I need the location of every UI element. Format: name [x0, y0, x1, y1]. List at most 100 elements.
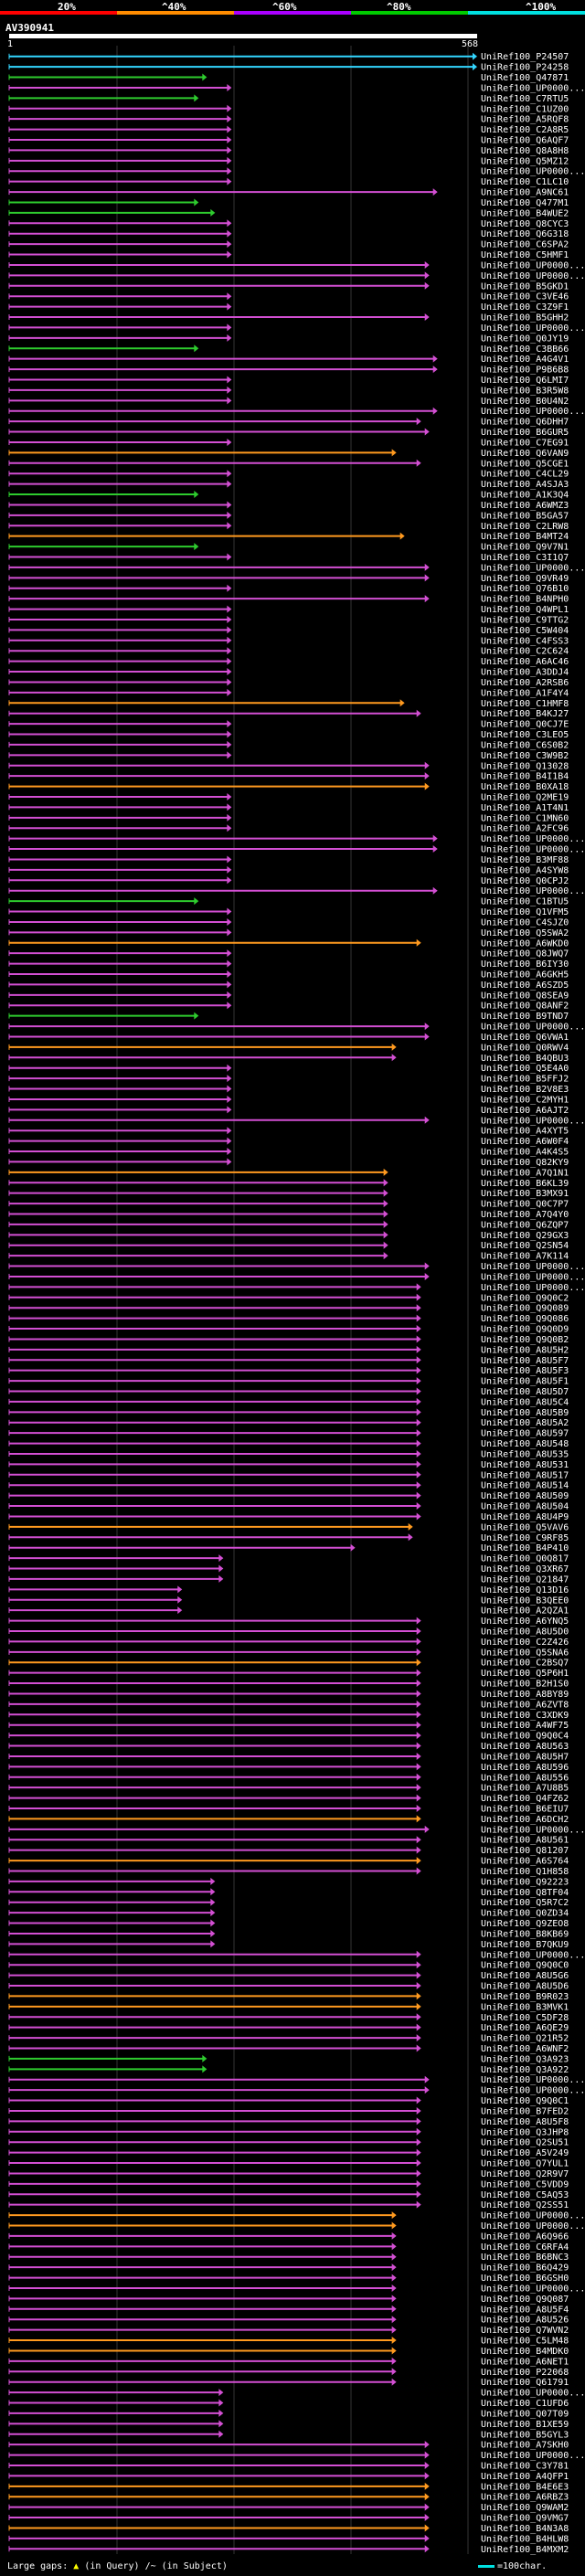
hit-label[interactable]: UniRef100_C3VE46 [481, 292, 569, 302]
hit-label[interactable]: UniRef100_A8U531 [481, 1460, 569, 1470]
hit-label[interactable]: UniRef100_A6SZD5 [481, 981, 569, 991]
hit-label[interactable]: UniRef100_C4FSS3 [481, 636, 569, 646]
hit-label[interactable]: UniRef100_Q0Q817 [481, 1554, 569, 1564]
hit-label[interactable]: UniRef100_UP0000... [481, 2451, 585, 2461]
hit-label[interactable]: UniRef100_B4P410 [481, 1543, 569, 1553]
hit-label[interactable]: UniRef100_B2H1S0 [481, 1680, 569, 1690]
hit-label[interactable]: UniRef100_UP0000... [481, 271, 585, 281]
hit-label[interactable]: UniRef100_UP0000... [481, 1116, 585, 1126]
hit-label[interactable]: UniRef100_A7Q1N1 [481, 1168, 569, 1178]
hit-label[interactable]: UniRef100_Q6AQF7 [481, 136, 569, 146]
hit-label[interactable]: UniRef100_C1LC10 [481, 177, 569, 187]
hit-label[interactable]: UniRef100_C1MN60 [481, 813, 569, 823]
hit-label[interactable]: UniRef100_UP0000... [481, 167, 585, 177]
hit-label[interactable]: UniRef100_B4NPH0 [481, 595, 569, 605]
hit-label[interactable]: UniRef100_Q1H858 [481, 1867, 569, 1877]
hit-label[interactable]: UniRef100_B7FED2 [481, 2106, 569, 2116]
hit-label[interactable]: UniRef100_Q2SN54 [481, 1241, 569, 1251]
hit-label[interactable]: UniRef100_Q5MZ12 [481, 156, 569, 166]
hit-label[interactable]: UniRef100_C3LEO5 [481, 730, 569, 740]
hit-label[interactable]: UniRef100_A9NC61 [481, 188, 569, 198]
hit-label[interactable]: UniRef100_B5GKD1 [481, 281, 569, 292]
hit-label[interactable]: UniRef100_Q5E4A0 [481, 1064, 569, 1074]
hit-label[interactable]: UniRef100_Q9Q0C0 [481, 1961, 569, 1971]
hit-label[interactable]: UniRef100_UP0000... [481, 1272, 585, 1282]
hit-label[interactable]: UniRef100_C7RTU5 [481, 94, 569, 104]
hit-label[interactable]: UniRef100_Q3XR67 [481, 1564, 569, 1574]
hit-label[interactable]: UniRef100_Q13D16 [481, 1585, 569, 1595]
hit-label[interactable]: UniRef100_Q8SEA9 [481, 991, 569, 1001]
hit-label[interactable]: UniRef100_C9TTG2 [481, 615, 569, 625]
hit-label[interactable]: UniRef100_A5RQF8 [481, 115, 569, 125]
hit-label[interactable]: UniRef100_A8U5F3 [481, 1366, 569, 1376]
hit-label[interactable]: UniRef100_B5FFJ2 [481, 1075, 569, 1085]
hit-label[interactable]: UniRef100_A8U5G6 [481, 1971, 569, 1981]
hit-label[interactable]: UniRef100_A8U5F7 [481, 1356, 569, 1366]
hit-label[interactable]: UniRef100_B6Q429 [481, 2263, 569, 2274]
hit-label[interactable]: UniRef100_Q21847 [481, 1574, 569, 1585]
hit-label[interactable]: UniRef100_Q0JY19 [481, 334, 569, 344]
hit-label[interactable]: UniRef100_B3MX91 [481, 1189, 569, 1199]
hit-label[interactable]: UniRef100_B4WUE2 [481, 208, 569, 218]
hit-label[interactable]: UniRef100_C2C624 [481, 647, 569, 657]
hit-label[interactable]: UniRef100_C1UZ00 [481, 104, 569, 114]
hit-label[interactable]: UniRef100_UP0000... [481, 886, 585, 896]
hit-label[interactable]: UniRef100_B3R5W8 [481, 386, 569, 396]
hit-label[interactable]: UniRef100_B5GHH2 [481, 313, 569, 323]
hit-label[interactable]: UniRef100_A2RSB6 [481, 678, 569, 688]
hit-label[interactable]: UniRef100_C2BSQ7 [481, 1659, 569, 1669]
hit-label[interactable]: UniRef100_UP0000... [481, 2211, 585, 2221]
hit-label[interactable]: UniRef100_UP0000... [481, 1825, 585, 1835]
hit-label[interactable]: UniRef100_Q5P6H1 [481, 1669, 569, 1679]
hit-label[interactable]: UniRef100_B0U4N2 [481, 397, 569, 407]
hit-label[interactable]: UniRef100_B4N3A8 [481, 2524, 569, 2534]
hit-label[interactable]: UniRef100_Q5R7C2 [481, 1898, 569, 1908]
hit-label[interactable]: UniRef100_Q5CGE1 [481, 459, 569, 469]
hit-label[interactable]: UniRef100_A8U596 [481, 1763, 569, 1773]
hit-label[interactable]: UniRef100_Q4FZ62 [481, 1794, 569, 1804]
hit-label[interactable]: UniRef100_Q9Q087 [481, 2295, 569, 2305]
hit-label[interactable]: UniRef100_A8U5D6 [481, 1982, 569, 1992]
hit-label[interactable]: UniRef100_Q9Q0D9 [481, 1325, 569, 1335]
hit-label[interactable]: UniRef100_A8U556 [481, 1773, 569, 1783]
hit-label[interactable]: UniRef100_UP0000... [481, 260, 585, 270]
hit-label[interactable]: UniRef100_P22068 [481, 2368, 569, 2378]
hit-label[interactable]: UniRef100_B6KL39 [481, 1179, 569, 1189]
hit-label[interactable]: UniRef100_A8U5F8 [481, 2117, 569, 2127]
hit-label[interactable]: UniRef100_C1UFD6 [481, 2399, 569, 2409]
hit-label[interactable]: UniRef100_P9B6B8 [481, 366, 569, 376]
hit-label[interactable]: UniRef100_C3BB66 [481, 345, 569, 355]
hit-label[interactable]: UniRef100_Q9VMG7 [481, 2514, 569, 2524]
hit-label[interactable]: UniRef100_Q4WPL1 [481, 605, 569, 615]
hit-label[interactable]: UniRef100_B4MDK0 [481, 2347, 569, 2357]
hit-label[interactable]: UniRef100_Q92223 [481, 1877, 569, 1887]
hit-label[interactable]: UniRef100_A6S764 [481, 1857, 569, 1867]
hit-label[interactable]: UniRef100_B0XA18 [481, 782, 569, 792]
hit-label[interactable]: UniRef100_A6WKD0 [481, 938, 569, 949]
hit-label[interactable]: UniRef100_UP0000... [481, 1283, 585, 1293]
hit-label[interactable]: UniRef100_B4MXM2 [481, 2545, 569, 2555]
hit-label[interactable]: UniRef100_A1F4Y4 [481, 688, 569, 698]
hit-label[interactable]: UniRef100_Q8JWQ7 [481, 949, 569, 959]
hit-label[interactable]: UniRef100_A6W0F4 [481, 1137, 569, 1147]
hit-label[interactable]: UniRef100_UP0000... [481, 323, 585, 334]
hit-label[interactable]: UniRef100_Q07T09 [481, 2409, 569, 2419]
hit-label[interactable]: UniRef100_A1K3Q4 [481, 491, 569, 501]
hit-label[interactable]: UniRef100_Q82KY9 [481, 1158, 569, 1168]
hit-label[interactable]: UniRef100_A6RBZ3 [481, 2493, 569, 2503]
hit-label[interactable]: UniRef100_Q2R9V7 [481, 2169, 569, 2179]
hit-label[interactable]: UniRef100_B4KJ27 [481, 709, 569, 719]
hit-label[interactable]: UniRef100_A4K4S5 [481, 1148, 569, 1158]
hit-label[interactable]: UniRef100_A6YNQ5 [481, 1617, 569, 1627]
hit-label[interactable]: UniRef100_A8U563 [481, 1742, 569, 1752]
hit-label[interactable]: UniRef100_A4XYT5 [481, 1127, 569, 1137]
hit-label[interactable]: UniRef100_B3QEE0 [481, 1595, 569, 1606]
hit-label[interactable]: UniRef100_A8BY89 [481, 1690, 569, 1700]
hit-label[interactable]: UniRef100_Q9Q089 [481, 1304, 569, 1314]
hit-label[interactable]: UniRef100_A2FC96 [481, 824, 569, 834]
hit-label[interactable]: UniRef100_UP0000... [481, 2221, 585, 2231]
hit-label[interactable]: UniRef100_A4SJA3 [481, 480, 569, 490]
hit-label[interactable]: UniRef100_Q5SWA2 [481, 928, 569, 938]
hit-label[interactable]: UniRef100_A8U5D0 [481, 1627, 569, 1637]
hit-label[interactable]: UniRef100_Q9Q0C4 [481, 1732, 569, 1742]
